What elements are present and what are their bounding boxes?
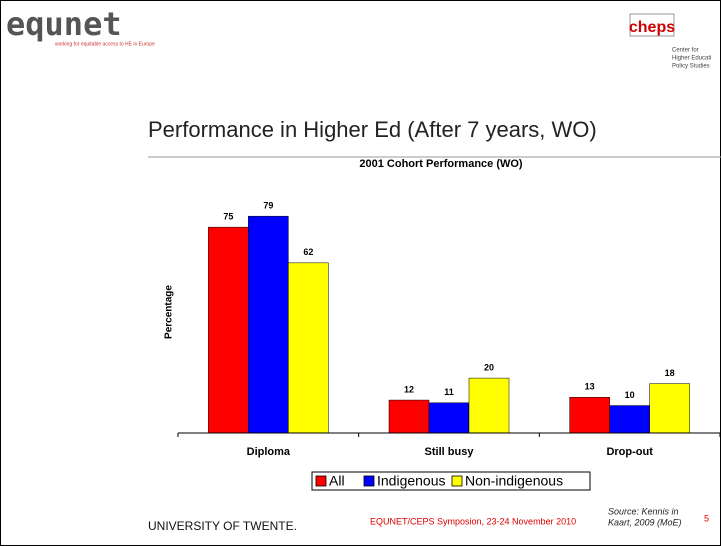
x-tick-label: Drop-out xyxy=(606,446,653,458)
data-label: 18 xyxy=(665,368,675,378)
legend-label: Non-indigenous xyxy=(465,473,563,489)
data-label: 20 xyxy=(484,362,494,372)
bar xyxy=(388,399,430,434)
data-label: 12 xyxy=(404,384,414,394)
cheps-line: Policy Studies xyxy=(672,64,710,70)
legend-swatch xyxy=(363,475,375,487)
x-tick-label: Diploma xyxy=(247,446,291,458)
page-number: 5 xyxy=(704,513,709,523)
legend-box xyxy=(311,471,591,491)
cheps-line: Center for xyxy=(672,48,699,54)
x-tick-label: Still busy xyxy=(425,446,475,458)
logo-tagline: working for equitable access to HE in Eu… xyxy=(55,41,155,47)
data-label: 75 xyxy=(223,212,233,222)
footer-event: EQUNET/CEPS Symposion, 23-24 November 20… xyxy=(370,516,576,526)
logo-cheps: cheps xyxy=(629,19,675,36)
cheps-line: Higher Educati xyxy=(672,56,711,62)
bar xyxy=(569,397,610,434)
legend-swatch xyxy=(451,475,463,487)
bar xyxy=(428,402,470,434)
bar xyxy=(288,262,329,434)
footer-source: Kaart, 2009 (MoE) xyxy=(608,517,682,527)
data-label: 13 xyxy=(585,382,595,392)
legend-label: Indigenous xyxy=(377,473,446,489)
bar xyxy=(468,377,510,434)
footer-source: Source: Kennis in xyxy=(608,506,679,516)
footer-university: UNIVERSITY OF TWENTE. xyxy=(148,519,297,533)
data-label: 62 xyxy=(303,247,313,257)
bar xyxy=(609,405,650,434)
data-label: 11 xyxy=(444,387,454,397)
bar xyxy=(649,383,690,434)
logo-equnet: equnet xyxy=(6,5,122,43)
legend-label: All xyxy=(329,473,345,489)
slide-title: Performance in Higher Ed (After 7 years,… xyxy=(148,117,597,142)
data-label: 79 xyxy=(263,201,273,211)
data-label: 10 xyxy=(625,390,635,400)
y-axis-label: Percentage xyxy=(164,285,175,339)
bar xyxy=(208,226,249,434)
bar xyxy=(248,215,289,434)
legend-swatch xyxy=(315,475,327,487)
cheps-box xyxy=(629,13,675,37)
chart-title: 2001 Cohort Performance (WO) xyxy=(359,158,523,170)
